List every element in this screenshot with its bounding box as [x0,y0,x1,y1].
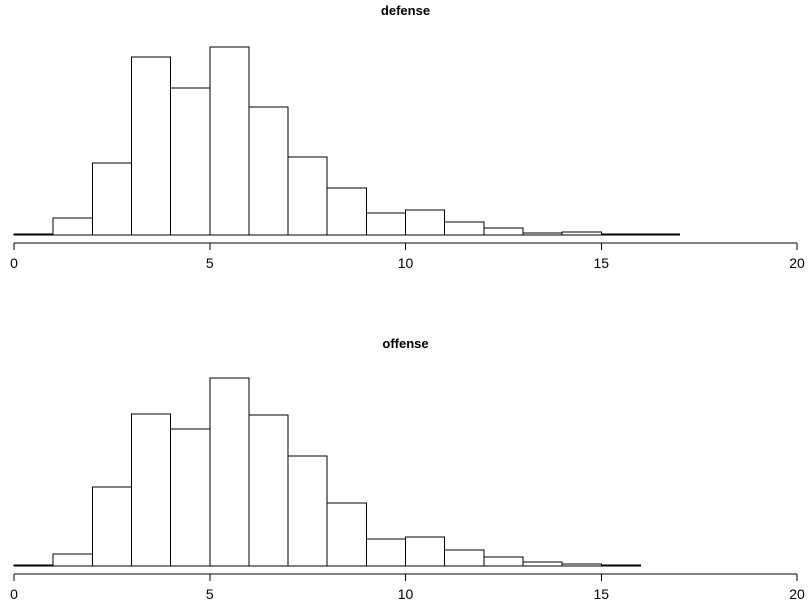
panel-offense: offense 0 5 10 15 20 [10,336,805,602]
histogram-bar-offense-10 [405,536,446,567]
histogram-bar-offense-2 [91,486,132,567]
histogram-bar-defense-11 [444,221,485,236]
histogram-bar-offense-12 [483,556,524,567]
bars-offense [13,377,641,567]
histogram-bar-defense-10 [405,209,446,236]
histogram-bar-defense-2 [91,162,132,236]
histogram-bar-offense-14 [561,563,602,567]
histogram-bar-defense-16 [639,233,681,236]
histogram-bar-offense-0 [13,564,54,567]
bars-defense [13,46,681,236]
x-tick-label-defense-4: 20 [789,255,805,271]
histogram-bar-offense-11 [444,549,485,567]
histogram-bar-offense-8 [326,502,367,567]
histogram-bar-defense-4 [170,87,211,236]
panel-defense: defense 0 5 10 15 20 [10,3,805,271]
histogram-bar-defense-5 [209,46,250,236]
histogram-bar-defense-3 [130,56,172,236]
histogram-bar-offense-13 [522,561,563,567]
histogram-bar-offense-3 [130,413,172,567]
histogram-bar-defense-13 [522,232,563,236]
histogram-bar-offense-5 [209,377,250,567]
histogram-bar-defense-6 [248,106,289,236]
x-tick-label-offense-4: 20 [789,586,805,602]
x-tick-label-offense-1: 5 [206,586,214,602]
panel-title-offense: offense [382,336,428,351]
histogram-bar-offense-6 [248,414,289,567]
histogram-bar-offense-9 [365,538,407,567]
x-tick-label-offense-3: 15 [593,586,609,602]
x-tick-label-defense-2: 10 [398,255,414,271]
x-tick-label-defense-3: 15 [593,255,609,271]
x-axis-offense: 0 5 10 15 20 [10,573,805,602]
histogram-bar-defense-1 [52,217,93,236]
histogram-bar-defense-14 [561,231,602,236]
x-tick-label-offense-2: 10 [398,586,414,602]
histogram-bar-offense-4 [170,428,211,567]
histogram-bar-defense-12 [483,227,524,236]
histogram-bar-defense-0 [13,233,54,236]
x-tick-label-defense-1: 5 [206,255,214,271]
histogram-bar-defense-15 [600,233,641,236]
histogram-bar-offense-7 [287,455,328,567]
histogram-bar-defense-8 [326,187,367,236]
histogram-bar-offense-1 [52,553,93,567]
panel-title-defense: defense [381,3,430,18]
histogram-bar-defense-9 [365,212,407,236]
x-tick-label-offense-0: 0 [10,586,18,602]
histogram-bar-defense-7 [287,156,328,236]
x-tick-label-defense-0: 0 [10,255,18,271]
histogram-bar-offense-15 [600,564,641,567]
x-axis-defense: 0 5 10 15 20 [10,242,805,271]
